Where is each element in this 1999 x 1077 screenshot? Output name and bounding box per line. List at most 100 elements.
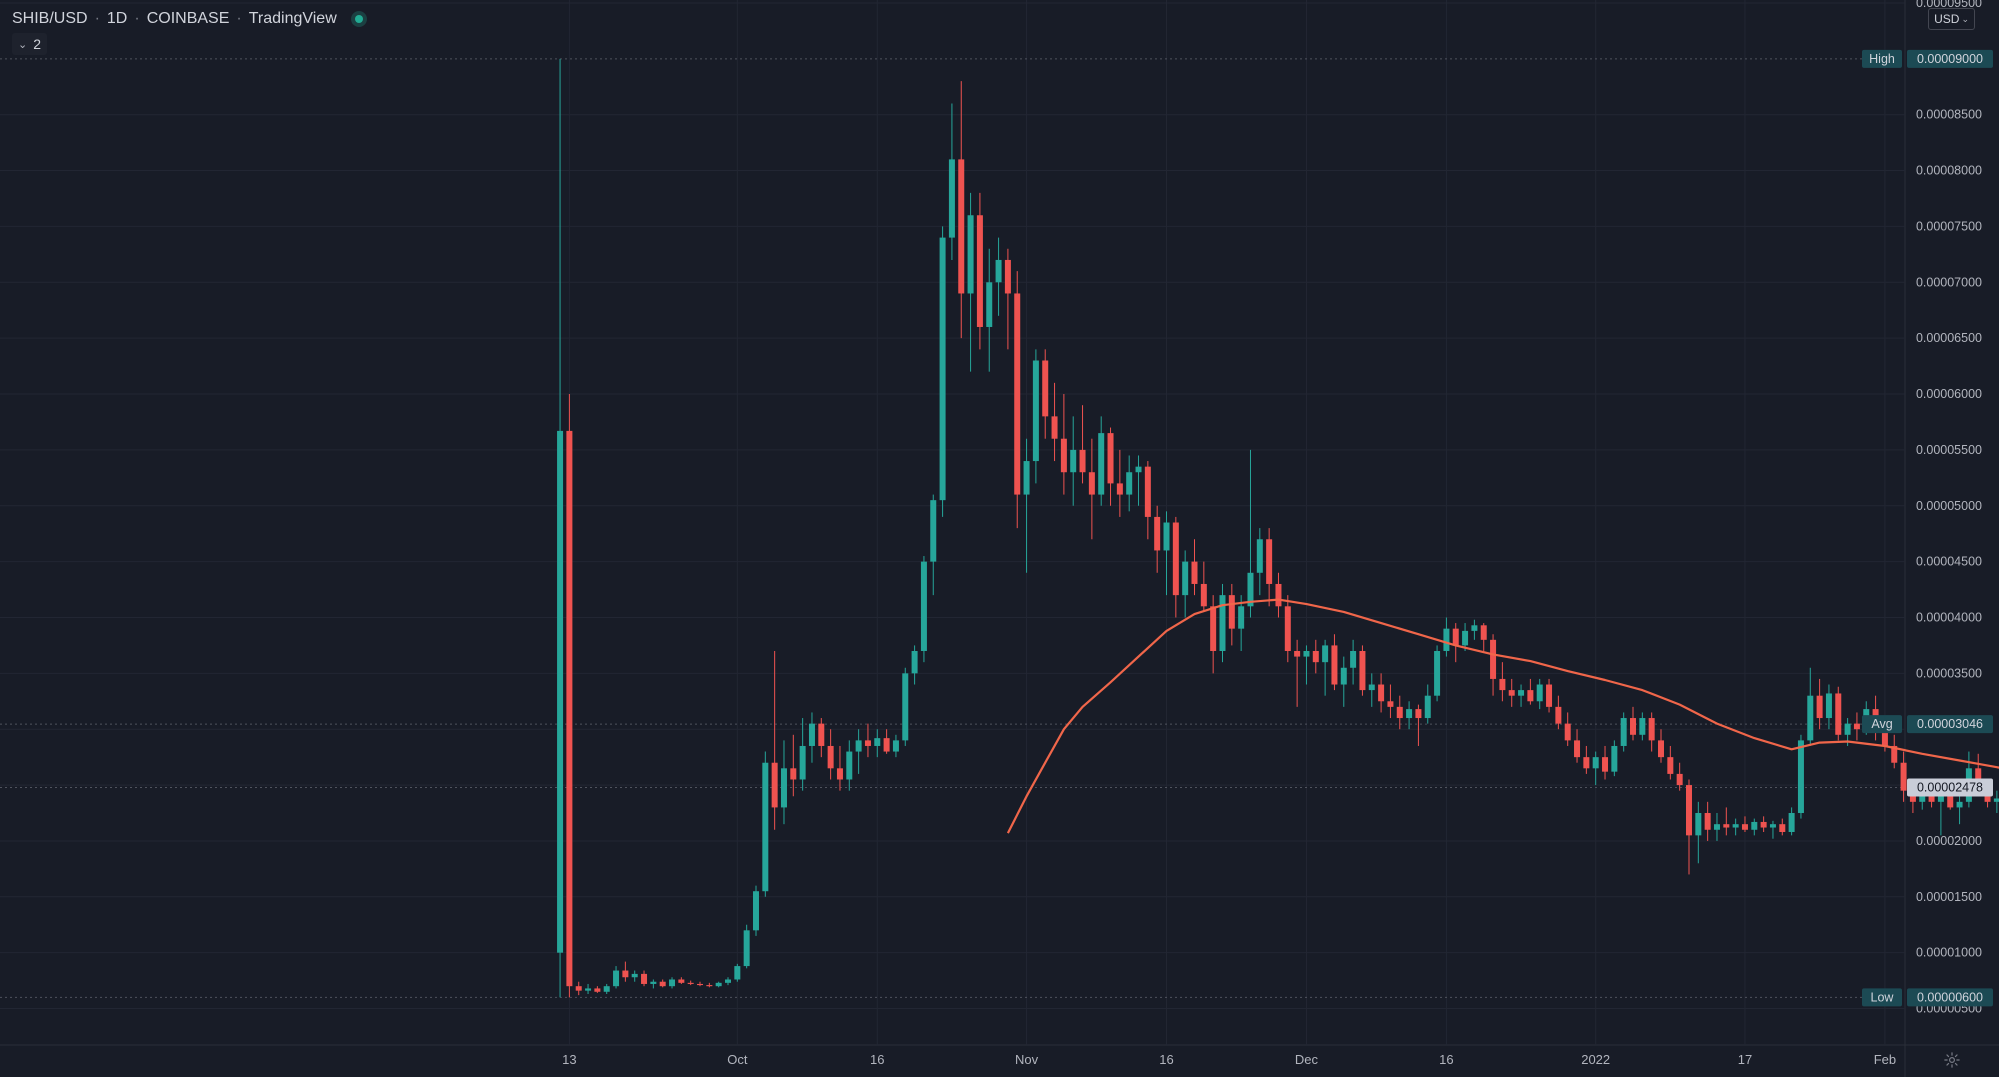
price-label-name: High <box>1869 52 1895 66</box>
candle-up <box>995 259 1002 283</box>
candle-down <box>1210 606 1217 651</box>
candle-up <box>1070 449 1077 473</box>
candle-up <box>1769 824 1776 828</box>
candle-down <box>1853 723 1860 730</box>
candle-down <box>1284 606 1291 651</box>
candle-up <box>780 768 787 808</box>
candle-down <box>1630 718 1637 735</box>
candle-down <box>1228 595 1235 629</box>
chevron-down-icon: ⌄ <box>18 38 28 51</box>
candle-down <box>622 970 629 978</box>
candle-up <box>1135 466 1142 473</box>
source-label: TradingView <box>248 10 337 27</box>
candle-up <box>902 673 909 741</box>
candle-down <box>1079 449 1086 473</box>
price-axis[interactable]: 0.000005000.000010000.000015000.00002000… <box>1916 0 1982 1016</box>
currency-label: USD <box>1934 12 1960 26</box>
candle-down <box>1835 693 1842 735</box>
time-axis[interactable]: 13Oct16Nov16Dec16202217FebMar16Apr <box>562 1052 1999 1067</box>
price-label-name: Low <box>1871 990 1895 1004</box>
price-tick-label: 0.00007500 <box>1916 219 1982 233</box>
price-axis-labels: 0.00009000 High 0.00003046 Avg 0.00002478 0.0… <box>1862 49 1993 1007</box>
candle-up <box>1424 695 1431 719</box>
candle-up <box>1695 813 1702 836</box>
candle-down <box>1396 706 1403 719</box>
candle-down <box>697 983 704 986</box>
interval-label[interactable]: 1D <box>106 10 128 27</box>
candle-down <box>1266 539 1273 584</box>
gear-icon[interactable] <box>1943 1051 1961 1069</box>
indicators-toggle-button[interactable]: ⌄ 2 <box>12 33 48 55</box>
separator-dot: · <box>134 10 140 27</box>
time-tick-label: Feb <box>1874 1052 1896 1067</box>
candle-up <box>1443 628 1450 651</box>
candle-up <box>1098 433 1105 495</box>
candle-down <box>1004 259 1011 294</box>
candle-down <box>1723 824 1730 828</box>
candle-down <box>1014 293 1021 495</box>
candle-up <box>1238 606 1245 629</box>
candle-down <box>1415 709 1422 719</box>
candle-down <box>864 740 871 746</box>
candle-up <box>939 237 946 501</box>
candle-down <box>1116 483 1123 495</box>
candle-down <box>1583 757 1590 769</box>
price-tick-label: 0.00001500 <box>1916 890 1982 904</box>
candle-up <box>1256 539 1263 573</box>
candlestick-series <box>557 58 1999 998</box>
price-tick-label: 0.00005000 <box>1916 499 1982 513</box>
candle-up <box>1993 798 1999 802</box>
price-tick-label: 0.00004500 <box>1916 555 1982 569</box>
candle-up <box>1340 667 1347 685</box>
time-tick-label: Oct <box>727 1052 748 1067</box>
candle-up <box>1023 461 1030 495</box>
candle-down <box>790 768 797 780</box>
candle-up <box>650 981 657 984</box>
candle-down <box>1331 645 1338 685</box>
price-tick-label: 0.00009500 <box>1916 0 1982 10</box>
candle-up <box>1350 650 1357 668</box>
candle-up <box>1518 690 1525 696</box>
candle-down <box>566 430 573 987</box>
symbol-name[interactable]: SHIB/USD <box>12 10 88 27</box>
price-label-value: 0.00000600 <box>1917 990 1983 1004</box>
candle-down <box>1816 695 1823 719</box>
price-label-badge <box>1907 778 1993 797</box>
price-label-badge <box>1907 715 1993 734</box>
candle-up <box>557 430 564 953</box>
candle-down <box>1779 824 1786 833</box>
exchange-label: COINBASE <box>146 10 230 27</box>
candle-up <box>631 973 638 978</box>
candle-down <box>1900 762 1907 791</box>
candle-down <box>1676 773 1683 786</box>
candle-down <box>1574 740 1581 758</box>
candle-up <box>1592 757 1599 769</box>
candle-up <box>1536 684 1543 702</box>
candle-down <box>1144 466 1151 517</box>
currency-selector-button[interactable]: USD ⌄ <box>1928 8 1975 30</box>
candle-down <box>1172 522 1179 596</box>
candle-down <box>1658 740 1664 758</box>
candle-down <box>1602 757 1609 772</box>
candle-up <box>892 740 899 752</box>
candle-up <box>1434 650 1441 696</box>
candle-down <box>1704 813 1711 830</box>
candle-up <box>1303 650 1310 657</box>
candle-down <box>575 986 582 991</box>
candle-down <box>678 979 685 983</box>
candle-up <box>1751 821 1758 830</box>
candle-down <box>1499 678 1506 691</box>
moving-average-series <box>1006 598 1999 834</box>
candle-up <box>743 930 750 967</box>
candle-down <box>1555 706 1562 724</box>
candle-down <box>1667 757 1674 774</box>
candle-down <box>1508 690 1515 696</box>
candle-up <box>1732 824 1739 828</box>
candle-up <box>1182 561 1189 596</box>
time-tick-label: 17 <box>1738 1052 1752 1067</box>
price-tick-label: 0.00006000 <box>1916 387 1982 401</box>
candle-up <box>1126 472 1133 495</box>
candle-down <box>1042 360 1049 417</box>
candle-down <box>1275 583 1282 607</box>
